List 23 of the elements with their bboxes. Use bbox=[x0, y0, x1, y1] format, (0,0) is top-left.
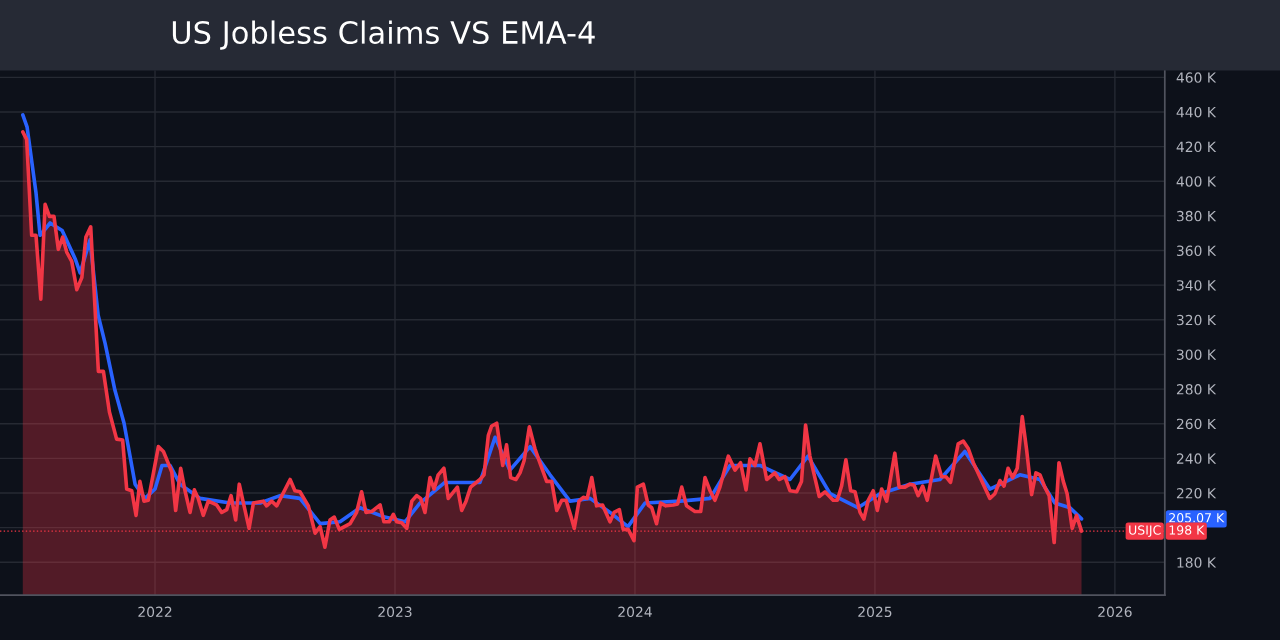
y-tick-label: 180 K bbox=[1177, 557, 1217, 568]
y-tick-label: 460 K bbox=[1176, 72, 1217, 83]
y-tick-label: 440 K bbox=[1176, 106, 1217, 118]
y-tick-label: 300 K bbox=[1176, 349, 1217, 360]
y-tick-label: 360 K bbox=[1176, 245, 1217, 256]
y-tick-label: 240 K bbox=[1176, 453, 1217, 464]
y-tick-label: 340 K bbox=[1176, 280, 1217, 291]
x-tick-label: 2026 bbox=[1098, 606, 1132, 618]
y-tick-label: 380 K bbox=[1176, 210, 1217, 222]
x-tick-label: 2024 bbox=[618, 606, 652, 618]
y-tick-label: 320 K bbox=[1176, 314, 1217, 326]
text: 198 K bbox=[1169, 525, 1205, 535]
y-tick-label: 220 K bbox=[1176, 487, 1217, 499]
x-tick-label: 2025 bbox=[858, 606, 892, 618]
y-tick-label: 400 K bbox=[1176, 176, 1217, 187]
y-tick-label: 260 K bbox=[1176, 418, 1217, 430]
text: 205.07 K bbox=[1169, 513, 1225, 523]
x-tick-label: 2022 bbox=[138, 606, 172, 618]
legend-label: USIJC bbox=[1129, 525, 1161, 538]
chart-title: US Jobless Claims VS EMA-4 bbox=[172, 20, 595, 50]
y-tick-label: 280 K bbox=[1176, 384, 1217, 395]
y-tick-label: 420 K bbox=[1176, 141, 1217, 153]
x-tick-label: 2023 bbox=[378, 606, 412, 618]
